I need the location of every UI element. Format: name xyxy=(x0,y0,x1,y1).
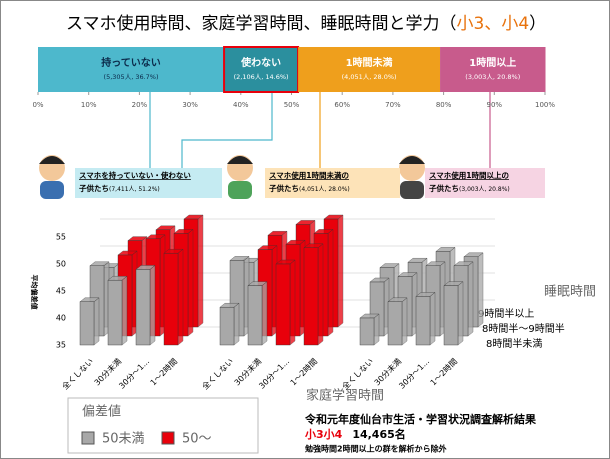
bar-front xyxy=(248,286,262,345)
bar xyxy=(388,298,407,345)
bar-side xyxy=(290,260,295,345)
title-main: スマホ使用時間、家庭学習時間、睡眠時間と学力（ xyxy=(66,13,457,34)
bar xyxy=(444,282,463,345)
bar-segment xyxy=(440,47,545,92)
depth-label: 9時間半以上 xyxy=(478,307,534,320)
x-tick-label: 70% xyxy=(385,101,401,109)
title-highlight: 小3、小4 xyxy=(457,14,530,34)
callout-count: (7,411人, 51.2%) xyxy=(109,186,160,193)
bar xyxy=(304,244,323,345)
title: スマホ使用時間、家庭学習時間、睡眠時間と学力（小3、小4） xyxy=(66,13,546,34)
bar-side xyxy=(402,298,407,345)
x-tick-label: 20% xyxy=(132,101,148,109)
bar-side xyxy=(458,282,463,345)
bar xyxy=(248,282,267,345)
bar-side xyxy=(430,292,435,345)
legend-swatch xyxy=(82,432,94,444)
legend-title: 偏差値 xyxy=(82,404,121,420)
legend-swatch xyxy=(162,432,174,444)
bar-side xyxy=(338,215,343,327)
bar-front xyxy=(164,253,178,345)
bar xyxy=(360,314,379,345)
bar-front xyxy=(108,280,122,345)
segment-value: (2,106人, 14.6%) xyxy=(234,73,289,81)
y-axis-label: 平均偏差値 xyxy=(30,275,39,310)
infographic: スマホ使用時間、家庭学習時間、睡眠時間と学力（小3、小4） 偏差値 50未満 5… xyxy=(0,0,610,459)
callout-name: スマホを持っていない・使わない xyxy=(79,170,191,180)
legend-label: 50～ xyxy=(182,432,212,447)
legend-label: 50未満 xyxy=(102,432,145,447)
bar-side xyxy=(188,229,193,336)
callout-count: (4,051人, 28.0%) xyxy=(299,186,350,193)
x-tick-label: 60% xyxy=(334,101,350,109)
x-tick-label: 80% xyxy=(436,101,452,109)
y-tick-label: 35 xyxy=(56,341,66,350)
bar-front xyxy=(136,269,150,345)
x-tick-label: 0% xyxy=(32,101,43,109)
callout-name: スマホ使用1時間未満の xyxy=(269,170,349,180)
bar-segment xyxy=(298,47,440,92)
source-note: 勉強時間2時間以上の群を解析から除外 xyxy=(304,444,447,454)
bar-front xyxy=(80,302,94,345)
callout-who: 子供たち xyxy=(269,183,299,193)
bar-segment xyxy=(38,47,224,92)
bar-side xyxy=(178,249,183,345)
x-tick-label: 30% xyxy=(182,101,198,109)
depth-label: 8時間半未満 xyxy=(486,337,542,350)
bar-side xyxy=(328,229,333,336)
bar-front xyxy=(388,302,402,345)
bar-front xyxy=(416,296,430,345)
y-tick-label: 55 xyxy=(56,233,66,242)
callout-count: (3,003人, 20.8%) xyxy=(459,186,510,193)
source-count: 14,465名 xyxy=(352,427,405,441)
x-tick-label: 90% xyxy=(487,101,503,109)
bar-side xyxy=(234,303,239,345)
source-grade: 小3小4 xyxy=(304,427,343,441)
bar-side xyxy=(150,265,155,345)
bar xyxy=(80,298,99,345)
bar-side xyxy=(94,298,99,345)
bar-front xyxy=(444,286,458,345)
x-tick-label: 10% xyxy=(81,101,97,109)
bar-front xyxy=(360,318,374,345)
bar-side xyxy=(122,276,127,345)
bar-side xyxy=(374,314,379,345)
x-tick-label: 100% xyxy=(535,101,555,109)
x-tick-label: 40% xyxy=(233,101,249,109)
segment-name: 持っていない xyxy=(101,56,161,69)
bar xyxy=(276,260,295,345)
title-end: ） xyxy=(529,14,546,34)
y-tick-label: 40 xyxy=(56,314,66,323)
y-tick-label: 50 xyxy=(56,260,66,269)
bar xyxy=(416,292,435,345)
segment-value: (3,003人, 20.8%) xyxy=(465,73,520,81)
callout-who: 子供たち xyxy=(429,183,459,193)
bar xyxy=(136,265,155,345)
bar-side xyxy=(318,244,323,345)
bar-segment xyxy=(224,47,298,92)
x-tick-label: 50% xyxy=(284,101,300,109)
bar-side xyxy=(262,282,267,345)
segment-name: 1時間未満 xyxy=(346,56,393,69)
bar xyxy=(220,303,239,345)
y-tick-label: 45 xyxy=(56,287,66,296)
bar-side xyxy=(198,215,203,327)
depth-label: 8時間半～9時間半 xyxy=(482,322,565,335)
bar-front xyxy=(276,264,290,345)
bar-side xyxy=(468,262,473,336)
segment-name: 1時間以上 xyxy=(469,56,516,69)
bar-front xyxy=(304,248,318,345)
z-axis-label: 睡眠時間 xyxy=(544,285,596,300)
callout-who: 子供たち xyxy=(79,183,109,193)
callout-name: スマホ使用1時間以上の xyxy=(429,170,509,180)
segment-value: (5,305人, 36.7%) xyxy=(104,73,159,81)
bar-side xyxy=(478,253,483,327)
segment-value: (4,051人, 28.0%) xyxy=(342,73,397,81)
bar-front xyxy=(220,307,234,345)
bar xyxy=(164,249,183,345)
bar xyxy=(108,276,127,345)
segment-name: 使わない xyxy=(240,56,281,69)
source: 令和元年度仙台市生活・学習状況調査解析結果 xyxy=(304,412,536,426)
